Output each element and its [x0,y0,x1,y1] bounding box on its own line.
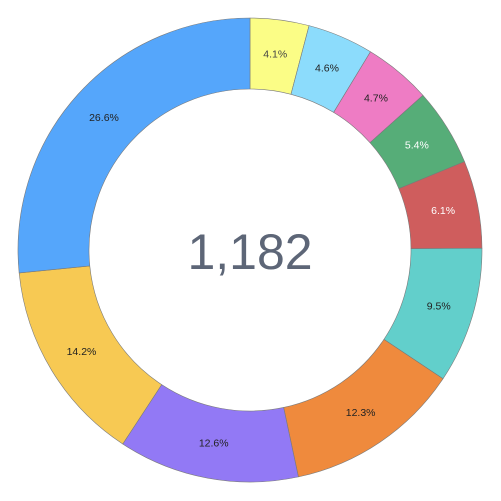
donut-slice-10 [17,17,251,274]
slice-label-2: 4.6% [315,63,339,75]
slices-layer [17,17,483,483]
slice-label-4: 5.4% [405,139,429,151]
center-total-label: 1,182 [187,224,312,280]
slice-label-3: 4.7% [364,93,388,105]
slice-label-5: 6.1% [431,205,455,217]
slice-label-6: 9.5% [427,300,451,312]
slice-label-1: 4.1% [263,49,287,61]
labels-layer: 4.1% 4.6% 4.7% 5.4% 6.1% 9.5% 12.3% 12.6% 14.2% 2… [67,49,455,450]
slice-label-8: 12.6% [199,438,229,450]
slice-label-9: 14.2% [67,346,97,358]
slice-label-7: 12.3% [346,407,376,419]
slice-label-10: 26.6% [89,112,119,124]
